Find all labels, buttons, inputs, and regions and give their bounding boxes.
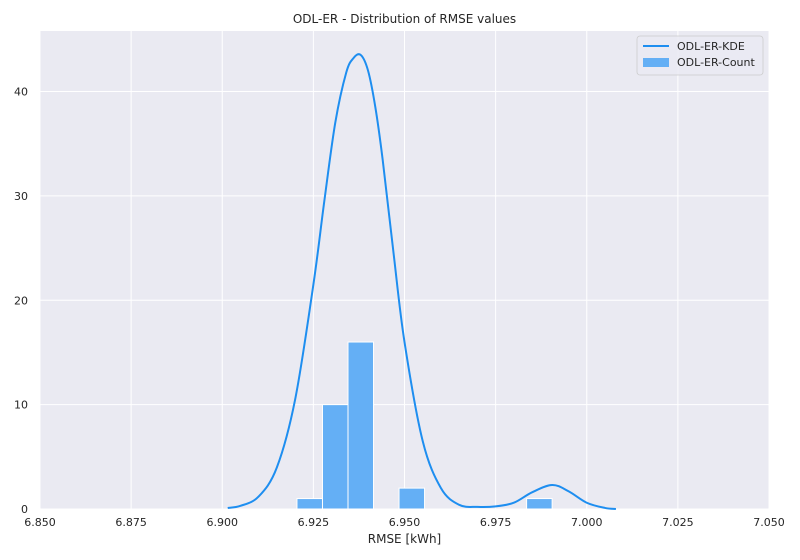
x-tick-label: 6.875: [115, 516, 147, 529]
x-tick-labels: 6.850 6.875 6.900 6.925 6.950 6.975 7.000 7.025…: [24, 516, 785, 529]
x-tick-label: 6.850: [24, 516, 56, 529]
y-tick-label: 0: [21, 503, 28, 516]
legend-count-swatch: [643, 58, 669, 67]
x-tick-label: 7.025: [662, 516, 694, 529]
histogram-bar: [321, 404, 349, 510]
y-tick-label: 40: [14, 86, 28, 99]
x-tick-label: 6.975: [480, 516, 512, 529]
kde-line: [227, 53, 617, 510]
x-tick-label: 7.000: [571, 516, 603, 529]
histogram-bar: [296, 498, 323, 510]
y-tick-label: 20: [14, 294, 28, 307]
histogram-bar: [347, 341, 375, 510]
y-tick-label: 10: [14, 399, 28, 412]
chart-title: ODL-ER - Distribution of RMSE values: [293, 12, 516, 26]
x-axis-label: RMSE [kWh]: [368, 532, 442, 546]
legend: ODL-ER-KDE ODL-ER-Count: [636, 35, 764, 76]
histogram-bar: [526, 498, 553, 510]
y-tick-labels: 0 10 20 30 40: [14, 86, 28, 516]
histogram-bars: [296, 341, 553, 510]
x-tick-label: 6.900: [207, 516, 239, 529]
x-tick-label: 6.950: [389, 516, 421, 529]
x-tick-label: 6.925: [298, 516, 330, 529]
legend-kde-label: ODL-ER-KDE: [677, 40, 745, 53]
y-tick-label: 30: [14, 190, 28, 203]
legend-count-label: ODL-ER-Count: [677, 56, 756, 69]
x-tick-label: 7.050: [753, 516, 785, 529]
histogram-bar: [398, 487, 426, 510]
